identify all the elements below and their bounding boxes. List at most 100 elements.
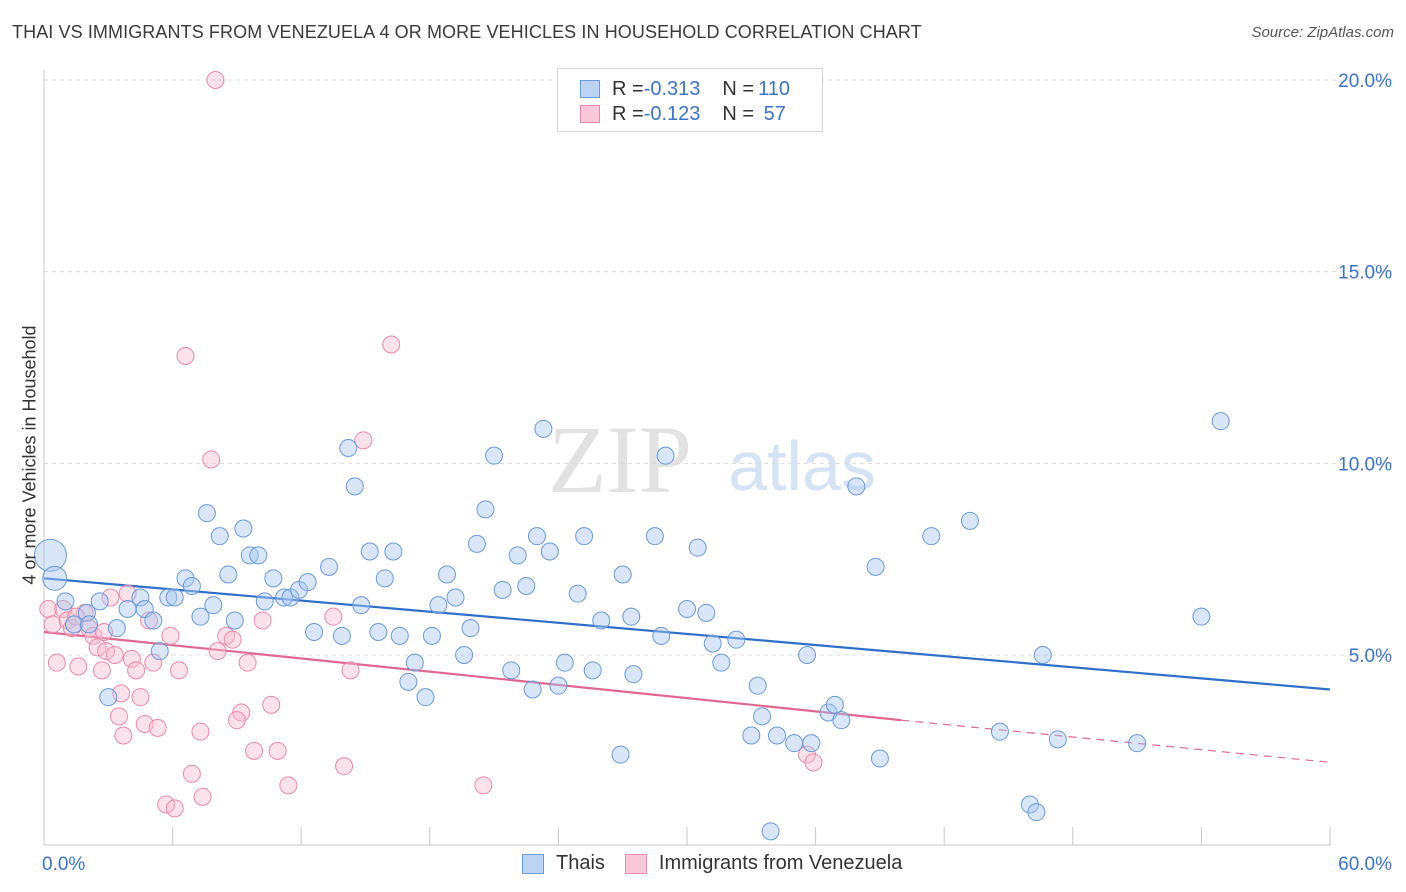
point-thais (182, 577, 201, 595)
legend-swatch-blue (580, 80, 600, 98)
point-thais (825, 695, 844, 714)
legend-label-venezuela: Immigrants from Venezuela (658, 852, 903, 874)
point-thais (1211, 412, 1230, 431)
point-thais (144, 611, 163, 630)
point-thais (150, 642, 169, 661)
point-thais (399, 672, 418, 691)
y-tick-label: 5.0% (1349, 646, 1392, 667)
point-thais (624, 665, 643, 684)
point-venezuela (202, 450, 221, 469)
point-thais (461, 619, 480, 638)
point-venezuela (165, 799, 184, 818)
point-thais (416, 688, 435, 707)
legend-swatch-blue (522, 853, 544, 874)
point-venezuela (191, 722, 210, 741)
legend-row-venezuela: R = -0.123 N = 57 (580, 102, 786, 126)
trend-line-venezuela-extension (901, 719, 1331, 763)
legend-item-venezuela[interactable]: Immigrants from Venezuela (624, 852, 903, 875)
point-thais (832, 711, 851, 730)
point-thais (65, 615, 84, 634)
point-thais (592, 611, 611, 630)
legend-n-label: N = (722, 102, 755, 125)
point-venezuela (279, 776, 298, 795)
watermark-atlas: atlas (728, 427, 876, 505)
point-thais (922, 527, 941, 546)
point-venezuela (43, 615, 62, 634)
point-venezuela (176, 347, 195, 365)
point-thais (249, 546, 268, 565)
point-thais (131, 588, 150, 607)
legend-row-thais: R = -0.313 N = 110 (580, 77, 790, 101)
point-venezuela (253, 611, 272, 630)
point-thais (298, 573, 317, 592)
point-venezuela (245, 741, 264, 760)
chart-title: THAI VS IMMIGRANTS FROM VENEZUELA 4 OR M… (12, 22, 922, 42)
point-thais (768, 726, 787, 745)
point-thais (422, 626, 441, 645)
point-thais (1128, 734, 1147, 753)
point-venezuela (262, 695, 281, 714)
point-thais (255, 592, 274, 611)
point-thais (555, 653, 574, 672)
point-venezuela (148, 718, 167, 737)
legend-n-value: 57 (758, 102, 786, 125)
point-thais (305, 623, 324, 641)
point-venezuela (354, 431, 373, 450)
point-thais (678, 600, 696, 618)
source-credit: Source: ZipAtlas.com (1251, 24, 1394, 41)
point-thais (1048, 730, 1067, 749)
point-venezuela (335, 757, 354, 776)
point-thais (656, 446, 675, 465)
point-thais (384, 542, 403, 561)
point-thais (405, 653, 424, 672)
point-thais (753, 707, 772, 726)
watermark-zip: ZIP (548, 406, 692, 513)
point-thais (204, 596, 223, 615)
point-thais (275, 588, 294, 607)
point-thais (847, 477, 866, 496)
point-thais (77, 603, 96, 622)
point-venezuela (131, 688, 150, 707)
point-venezuela (182, 764, 201, 783)
point-venezuela (474, 776, 493, 795)
point-venezuela (798, 745, 817, 764)
legend-item-thais[interactable]: Thais (522, 852, 605, 875)
point-thais (99, 688, 118, 707)
point-thais (80, 615, 99, 634)
axes (43, 70, 1331, 846)
point-thais (523, 680, 542, 699)
point-venezuela (110, 707, 129, 726)
point-venezuela (804, 753, 823, 772)
point-thais (527, 527, 546, 546)
point-venezuela (47, 653, 66, 672)
point-venezuela (140, 611, 159, 630)
point-thais (375, 569, 394, 588)
legend-r-value: -0.313 (643, 77, 701, 100)
point-thais (568, 584, 587, 603)
point-thais (493, 580, 512, 599)
point-venezuela (144, 653, 163, 672)
point-thais (159, 588, 178, 607)
tick-labels: 5.0% 10.0% 15.0% 20.0% 0.0% 60.0% (42, 71, 1392, 875)
point-thais (866, 557, 885, 576)
point-thais (234, 519, 253, 538)
point-venezuela (92, 661, 111, 680)
legend-label-thais: Thais (556, 852, 605, 874)
y-tick-label: 20.0% (1338, 71, 1392, 92)
correlation-legend: R = -0.313 N = 110 R = -0.123 N = 57 (557, 68, 823, 132)
point-venezuela (324, 607, 343, 626)
grid-lines (44, 79, 1392, 656)
legend-r-value: -0.123 (643, 102, 701, 125)
point-venezuela (39, 600, 58, 618)
point-thais (540, 542, 559, 561)
point-thais (467, 534, 486, 553)
y-tick-label: 10.0% (1338, 454, 1392, 475)
point-venezuela (223, 630, 242, 649)
point-thais (352, 596, 371, 615)
point-venezuela (69, 657, 88, 676)
x-tick-label: 60.0% (1338, 854, 1392, 875)
point-thais (1033, 646, 1052, 664)
point-thais (960, 511, 979, 530)
point-venezuela (193, 787, 212, 806)
